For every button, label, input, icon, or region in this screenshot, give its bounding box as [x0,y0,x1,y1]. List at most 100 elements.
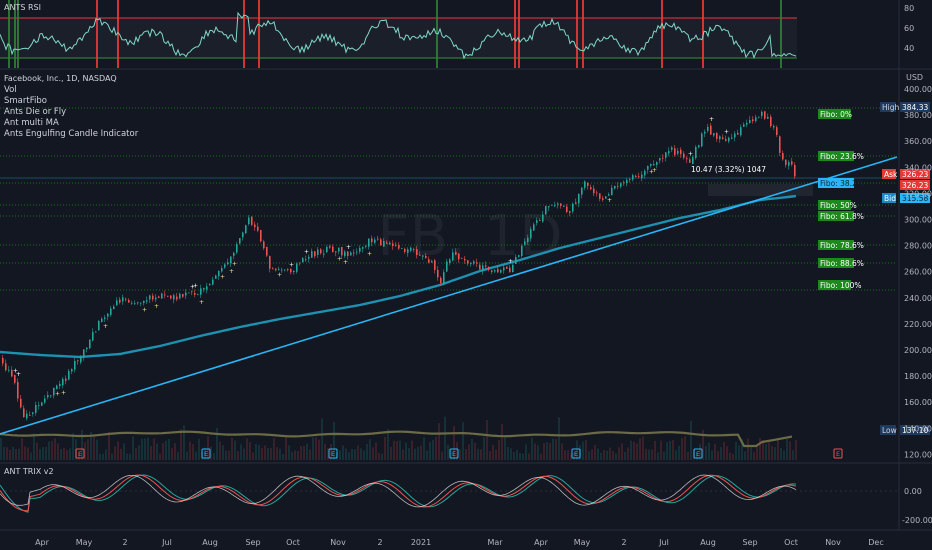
volume-bar [279,448,281,460]
volume-bar [243,448,245,460]
candle-body [371,238,373,243]
volume-bar [675,450,677,460]
volume-bar [489,451,491,460]
volume-bar [192,444,194,460]
time-axis[interactable]: Apr May 2 Jul Aug Sep Oct Nov 2 2021 Mar Apr May 2 Jul… [35,538,884,547]
candle-body [314,251,316,257]
earnings-icon[interactable]: E [75,448,85,459]
volume-bar [423,437,425,460]
price-tick: 180.00 [904,372,932,381]
candle-body [503,267,505,271]
trix-average-line [0,474,797,508]
volume-bar [294,450,296,460]
candle-body [656,162,658,165]
candle-body [608,194,610,196]
candle-body [674,148,676,155]
volume-bar [36,442,38,460]
candle-body [164,294,166,296]
earnings-icon[interactable]: E [693,448,703,459]
time-tick: Oct [784,538,798,547]
signal-marker: + [304,249,309,256]
rsi-signal-bar [8,0,10,68]
volume-bar [456,442,458,460]
candle-body [545,206,547,215]
candle-body [428,259,430,263]
volume-bar [366,443,368,460]
volume-bar [447,444,449,460]
candle-body [290,268,292,273]
price-axis[interactable]: USD 400.00 380.00 360.00 340.00 320.00 300.00… [904,73,932,459]
volume-bar [600,452,602,460]
volume-bar [33,433,35,460]
legend-item[interactable]: Ants Engulfing Candle Indicator [4,129,139,139]
volume-bar [171,448,173,460]
volume-bar [435,436,437,460]
symbol-title[interactable]: Facebook, Inc., 1D, NASDAQ [4,74,117,83]
earnings-icon[interactable]: E [833,448,843,459]
volume-bar [180,429,182,460]
volume-bar [51,441,53,460]
candle-body [383,241,385,247]
candle-body [128,300,130,303]
volume-bar [387,429,389,460]
candle-body [389,242,391,245]
rsi-panel[interactable]: ANTS RSI [0,0,797,68]
rsi-signal-bar [582,0,584,68]
candle-body [200,288,202,295]
volume-bar [195,451,197,460]
volume-bar [384,436,386,460]
trend-line[interactable] [0,156,898,435]
candle-body [488,266,490,269]
legend-item[interactable]: SmartFibo [4,96,47,106]
trix-panel[interactable]: ANT TRIX v2 [0,467,897,513]
candle-body [239,238,241,244]
trix-axis[interactable]: 0.00 -200.00 [902,487,932,525]
candle-body [359,248,361,252]
volume-bar [513,451,515,460]
earnings-icon[interactable]: E [449,448,459,459]
legend-item[interactable]: Ant multi MA [4,118,59,128]
time-tick: Sep [742,538,757,547]
volume-bar [735,441,737,460]
earnings-icon[interactable]: E [201,448,211,459]
candle-body [293,270,295,272]
earnings-icon[interactable]: E [571,448,581,459]
volume-bar [648,449,650,460]
candle-body [320,249,322,254]
legend-item[interactable]: Vol [4,85,17,95]
candle-body [701,133,703,147]
volume-bar [396,441,398,460]
legend-item[interactable]: Ants Die or Fly [4,107,66,117]
time-tick: Apr [35,538,50,547]
candle-body [386,242,388,244]
volume-bar [321,418,323,460]
candle-body [302,258,304,263]
candle-body [161,293,163,299]
candle-body [53,387,55,396]
candle-body [308,256,310,259]
earnings-icon[interactable]: E [328,448,338,459]
volume-bar [264,445,266,460]
candle-body [116,300,118,306]
price-tick: 140.00 [904,424,932,433]
volume-bar [795,440,797,460]
candle-body [107,313,109,317]
candle-body [5,363,7,371]
candle-body [686,158,688,160]
volume-bar [144,438,146,460]
candle-body [278,268,280,270]
rsi-axis[interactable]: 80 60 40 [904,4,914,53]
candle-body [482,265,484,271]
volume-bar [312,437,314,460]
time-tick: Nov [825,538,841,547]
svg-text:E: E [696,450,700,458]
price-tick: 240.00 [904,294,932,303]
volume-bar [261,447,263,460]
volume-bar [258,444,260,460]
volume-bar [132,436,134,460]
candle-body [431,261,433,263]
signal-marker: + [724,129,729,136]
candle-body [683,153,685,158]
